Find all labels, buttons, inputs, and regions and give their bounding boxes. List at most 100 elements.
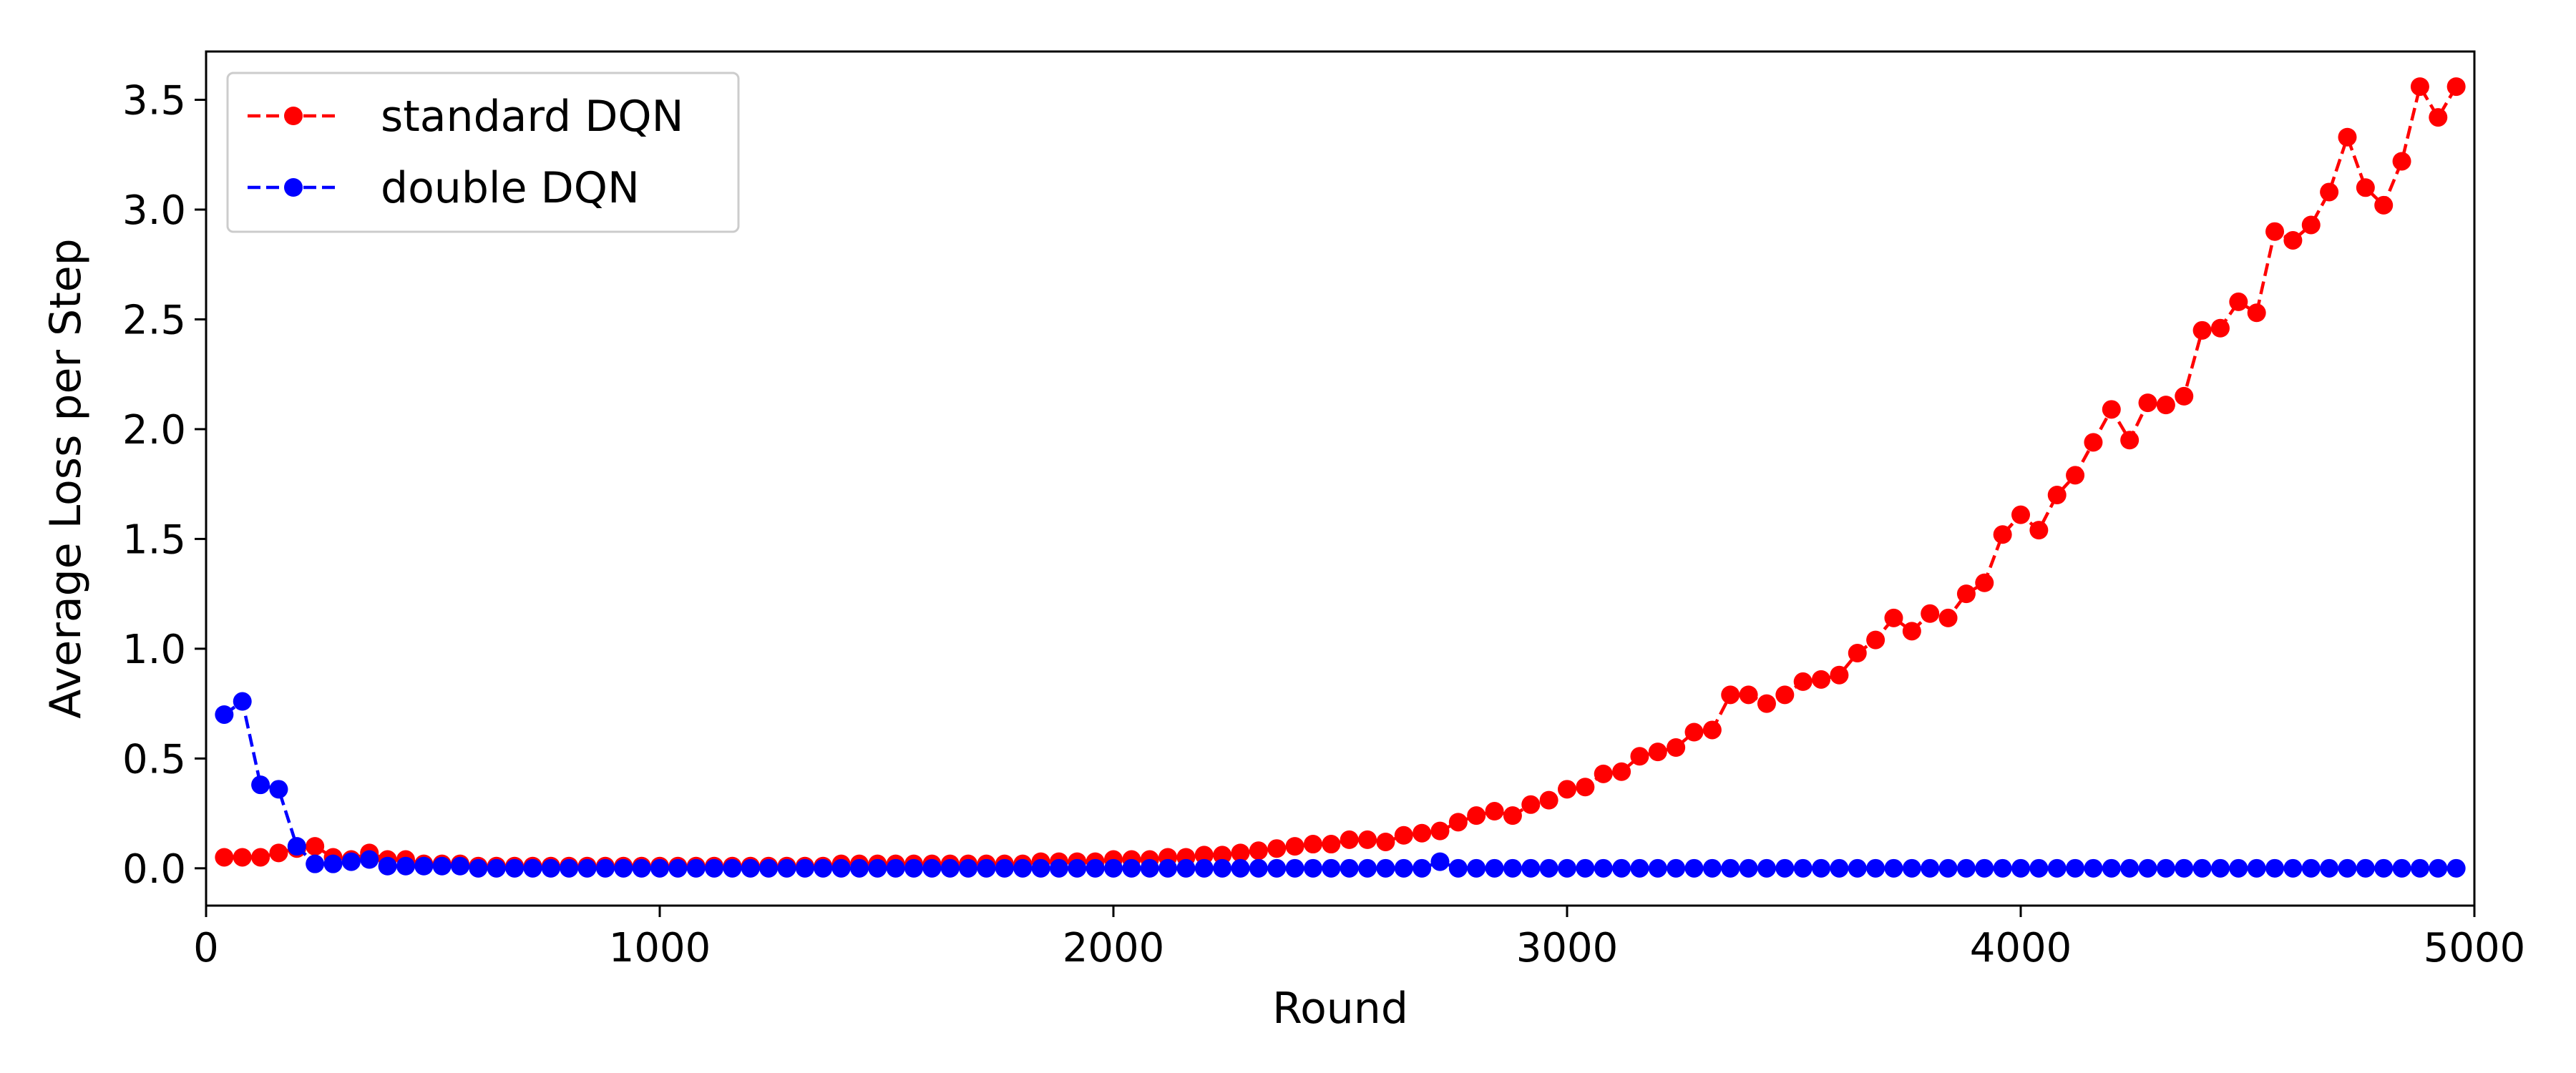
data-point [2120,431,2140,450]
data-point [2265,858,2285,878]
data-point [1866,630,1885,650]
data-point [759,858,779,878]
data-point [2210,858,2230,878]
data-point [922,858,942,878]
data-point [1648,858,1667,878]
data-point [287,837,306,856]
x-axis: 0 1000 2000 3000 4000 5000 [193,906,2525,971]
data-point [777,858,796,878]
data-point [323,854,343,873]
data-point [1938,858,1958,878]
data-point [668,858,688,878]
data-point [1068,858,1087,878]
data-point [2356,178,2375,197]
x-axis-title: Round [1272,984,1408,1034]
legend-marker [284,107,303,125]
data-point [1956,584,1976,604]
data-point [2066,466,2085,485]
data-point [251,848,270,867]
data-point [269,843,288,863]
data-point [2247,303,2266,323]
data-point [2084,858,2103,878]
data-point [1630,747,1649,766]
data-point [2446,858,2466,878]
data-point [2156,858,2175,878]
y-tick-label: 3.5 [122,78,186,124]
data-point [2047,858,2067,878]
data-point [1975,858,1994,878]
data-point [1448,858,1468,878]
data-point [1866,858,1885,878]
data-point [306,854,325,873]
data-point [705,858,724,878]
x-tick-label: 3000 [1516,925,1619,971]
series-double-dqn [215,692,2466,878]
data-point [1612,762,1631,781]
data-point [1104,858,1123,878]
data-point [2301,215,2321,235]
legend: standard DQN double DQN [226,72,740,233]
data-point [1213,846,1232,865]
data-point [1775,685,1795,705]
data-point [1775,858,1795,878]
data-point [1358,830,1377,849]
data-point [541,858,560,878]
plot-area [205,50,2476,907]
data-point [1031,858,1050,878]
data-point [2175,858,2194,878]
data-point [1921,858,1940,878]
data-point [2374,858,2394,878]
data-point [1902,622,1921,641]
data-point [1503,858,1522,878]
data-point [1667,858,1686,878]
data-point [341,852,361,871]
data-point [1358,858,1377,878]
legend-entries: standard DQN double DQN [248,92,684,213]
data-point [1830,665,1849,685]
data-point [1049,858,1068,878]
data-point [2156,396,2175,415]
data-point [1739,858,1758,878]
data-point [1830,858,1849,878]
data-point [1485,802,1504,821]
data-point [1558,780,1576,799]
data-point [2356,858,2375,878]
data-point [2192,858,2212,878]
data-point [1413,858,1432,878]
data-point [1485,858,1504,878]
data-point [1684,858,1704,878]
data-point [2066,858,2085,878]
axes-frame [205,50,2476,907]
data-point [1539,858,1558,878]
data-point [2138,858,2157,878]
data-point [1938,608,1958,627]
series-layer [215,77,2466,878]
data-point [2102,858,2121,878]
data-point [614,858,633,878]
data-point [1684,722,1704,742]
data-point [414,856,434,876]
data-point [1394,858,1413,878]
data-point [487,858,506,878]
data-point [1757,694,1776,713]
data-point [1993,858,2012,878]
data-point [1340,858,1359,878]
data-point [1231,843,1250,863]
y-axis: 0.0 0.5 1.0 1.5 2.0 2.5 3.0 3.5 [122,78,206,893]
data-point [1757,858,1776,878]
data-point [1921,604,1940,623]
data-point [2210,318,2230,338]
x-tick-label: 4000 [1970,925,2072,971]
data-point [1376,832,1395,851]
data-point [2102,400,2121,419]
data-point [2338,127,2357,147]
data-point [1448,813,1468,832]
data-point [2392,858,2411,878]
data-point [1739,685,1758,705]
data-point [795,858,814,878]
data-point [1231,858,1250,878]
data-point [469,858,488,878]
data-point [868,858,887,878]
data-point [1702,720,1722,740]
data-point [505,858,525,878]
